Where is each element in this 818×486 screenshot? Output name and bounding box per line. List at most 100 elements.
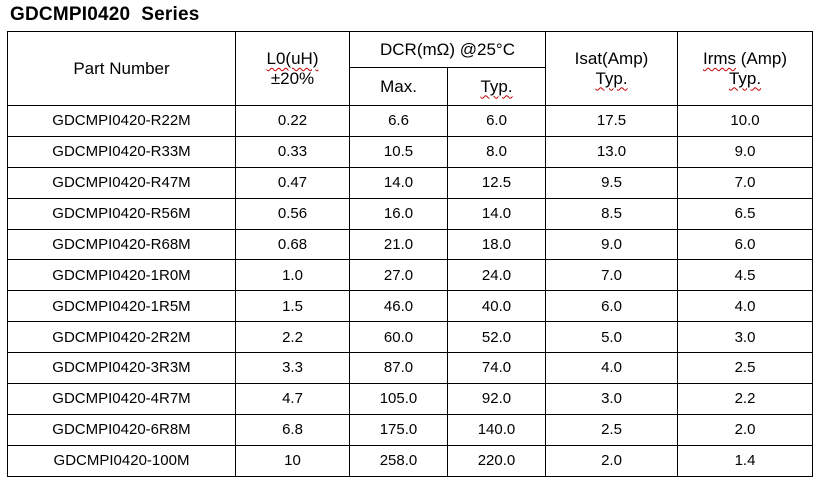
- irms-cell: 6.5: [677, 197, 813, 230]
- dcr-max-cell: 105.0: [349, 383, 448, 415]
- isat-cell: 7.0: [545, 259, 678, 292]
- part-number-cell: GDCMPI0420-3R3M: [7, 352, 236, 385]
- header-inductance: L0(uH) ±20%: [235, 31, 350, 106]
- header-dcr-typ: Typ.: [447, 67, 546, 106]
- inductance-cell: 1.0: [235, 259, 350, 292]
- table-row: GDCMPI0420-2R2M 2.2 60.0 52.0 5.0 3.0: [7, 321, 813, 354]
- isat-cell: 17.5: [545, 105, 678, 137]
- part-number-cell: GDCMPI0420-R47M: [7, 166, 236, 199]
- table-row: GDCMPI0420-R22M 0.22 6.6 6.0 17.5 10.0: [7, 105, 813, 137]
- irms-cell: 2.2: [677, 383, 813, 415]
- part-number-cell: GDCMPI0420-R22M: [7, 105, 236, 137]
- irms-cell: 1.4: [677, 444, 813, 477]
- isat-cell: 6.0: [545, 290, 678, 323]
- header-irms-word: Irms: [702, 48, 737, 68]
- isat-cell: 13.0: [545, 135, 678, 168]
- irms-cell: 2.0: [677, 413, 813, 446]
- dcr-typ-cell: 220.0: [447, 444, 546, 477]
- inductance-cell: 3.3: [235, 352, 350, 385]
- dcr-max-cell: 21.0: [349, 228, 448, 261]
- table-row: GDCMPI0420-R33M 0.33 10.5 8.0 13.0 9.0: [7, 135, 813, 168]
- dcr-typ-cell: 74.0: [447, 352, 546, 385]
- inductance-cell: 0.22: [235, 105, 350, 137]
- header-subrow: Max. Typ.: [8, 67, 813, 106]
- spec-table: Part Number L0(uH) ±20% DCR(mΩ) @25°C Is…: [7, 31, 813, 477]
- inductance-cell: 0.68: [235, 228, 350, 261]
- dcr-max-cell: 10.5: [349, 135, 448, 168]
- header-isat: Isat(Amp) Typ.: [545, 31, 678, 106]
- part-number-cell: GDCMPI0420-100M: [7, 444, 236, 477]
- isat-cell: 9.0: [545, 228, 678, 261]
- header-inductance-tolerance: ±20%: [270, 68, 315, 88]
- dcr-max-cell: 87.0: [349, 352, 448, 385]
- header-isat-typ: Typ.: [595, 68, 628, 88]
- dcr-typ-cell: 8.0: [447, 135, 546, 168]
- dcr-typ-cell: 140.0: [447, 413, 546, 446]
- isat-cell: 8.5: [545, 197, 678, 230]
- table-row: GDCMPI0420-1R5M 1.5 46.0 40.0 6.0 4.0: [7, 290, 813, 323]
- dcr-max-cell: 258.0: [349, 444, 448, 477]
- header-irms-label: Irms (Amp): [702, 48, 788, 68]
- header-dcr-typ-label: Typ.: [480, 76, 513, 96]
- dcr-typ-cell: 6.0: [447, 105, 546, 137]
- header-dcr-max: Max.: [349, 67, 448, 106]
- header-dcr: DCR(mΩ) @25°C: [349, 31, 546, 68]
- dcr-max-cell: 16.0: [349, 197, 448, 230]
- part-number-cell: GDCMPI0420-R68M: [7, 228, 236, 261]
- part-number-cell: GDCMPI0420-4R7M: [7, 383, 236, 415]
- dcr-max-cell: 14.0: [349, 166, 448, 199]
- inductance-cell: 2.2: [235, 321, 350, 354]
- table-row: GDCMPI0420-4R7M 4.7 105.0 92.0 3.0 2.2: [7, 383, 813, 415]
- inductance-cell: 0.33: [235, 135, 350, 168]
- part-number-cell: GDCMPI0420-2R2M: [7, 321, 236, 354]
- table-row: GDCMPI0420-R47M 0.47 14.0 12.5 9.5 7.0: [7, 166, 813, 199]
- part-number-cell: GDCMPI0420-6R8M: [7, 413, 236, 446]
- isat-cell: 4.0: [545, 352, 678, 385]
- part-number-cell: GDCMPI0420-R33M: [7, 135, 236, 168]
- table-body: GDCMPI0420-R22M 0.22 6.6 6.0 17.5 10.0 GDCMPI0…: [7, 105, 813, 477]
- irms-cell: 2.5: [677, 352, 813, 385]
- dcr-max-cell: 27.0: [349, 259, 448, 292]
- irms-cell: 3.0: [677, 321, 813, 354]
- isat-cell: 2.5: [545, 413, 678, 446]
- inductance-cell: 10: [235, 444, 350, 477]
- dcr-max-cell: 46.0: [349, 290, 448, 323]
- part-number-cell: GDCMPI0420-1R5M: [7, 290, 236, 323]
- dcr-typ-cell: 52.0: [447, 321, 546, 354]
- header-part-number: Part Number: [7, 31, 236, 106]
- inductance-cell: 4.7: [235, 383, 350, 415]
- dcr-max-cell: 175.0: [349, 413, 448, 446]
- dcr-typ-cell: 40.0: [447, 290, 546, 323]
- table-row: GDCMPI0420-3R3M 3.3 87.0 74.0 4.0 2.5: [7, 352, 813, 385]
- header-irms-typ: Typ.: [728, 68, 762, 88]
- header-isat-label: Isat(Amp): [574, 48, 649, 68]
- inductance-cell: 0.47: [235, 166, 350, 199]
- header-irms: Irms (Amp) Typ.: [677, 31, 813, 106]
- dcr-typ-cell: 92.0: [447, 383, 546, 415]
- isat-cell: 9.5: [545, 166, 678, 199]
- dcr-max-cell: 60.0: [349, 321, 448, 354]
- inductance-cell: 1.5: [235, 290, 350, 323]
- page-title: GDCMPI0420 Series: [10, 4, 200, 25]
- dcr-typ-cell: 18.0: [447, 228, 546, 261]
- table-row: GDCMPI0420-R68M 0.68 21.0 18.0 9.0 6.0: [7, 228, 813, 261]
- irms-cell: 9.0: [677, 135, 813, 168]
- inductance-cell: 6.8: [235, 413, 350, 446]
- dcr-typ-cell: 14.0: [447, 197, 546, 230]
- table-row: GDCMPI0420-R56M 0.56 16.0 14.0 8.5 6.5: [7, 197, 813, 230]
- dcr-max-cell: 6.6: [349, 105, 448, 137]
- dcr-typ-cell: 24.0: [447, 259, 546, 292]
- inductance-cell: 0.56: [235, 197, 350, 230]
- part-number-cell: GDCMPI0420-R56M: [7, 197, 236, 230]
- irms-cell: 4.5: [677, 259, 813, 292]
- isat-cell: 2.0: [545, 444, 678, 477]
- table-row: GDCMPI0420-6R8M 6.8 175.0 140.0 2.5 2.0: [7, 413, 813, 446]
- table-row: GDCMPI0420-100M 10 258.0 220.0 2.0 1.4: [7, 444, 813, 477]
- header-row: Part Number L0(uH) ±20% DCR(mΩ) @25°C Is…: [7, 31, 813, 106]
- irms-cell: 6.0: [677, 228, 813, 261]
- isat-cell: 3.0: [545, 383, 678, 415]
- irms-cell: 10.0: [677, 105, 813, 137]
- irms-cell: 4.0: [677, 290, 813, 323]
- part-number-cell: GDCMPI0420-1R0M: [7, 259, 236, 292]
- header-inductance-label: L0(uH): [266, 48, 319, 68]
